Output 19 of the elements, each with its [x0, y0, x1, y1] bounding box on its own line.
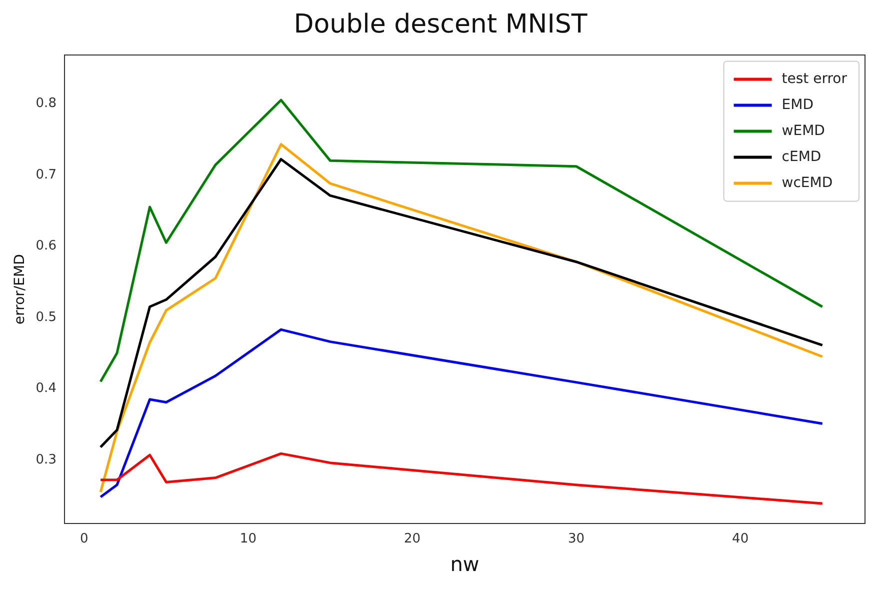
x-tick-label: 0: [80, 532, 88, 547]
y-tick-label: 0.7: [36, 167, 56, 182]
x-tick-label: 40: [732, 532, 749, 547]
y-tick-label: 0.8: [36, 96, 56, 112]
legend-label: wEMD: [782, 122, 825, 139]
legend-label: cEMD: [782, 148, 822, 165]
chart-title: Double descent MNIST: [294, 9, 588, 40]
x-tick-label: 20: [404, 532, 421, 547]
y-tick-label: 0.6: [36, 238, 56, 254]
y-tick-label: 0.4: [36, 381, 56, 396]
y-tick-label: 0.3: [36, 452, 56, 468]
y-axis-title: error/EMD: [12, 254, 28, 324]
legend-label: test error: [782, 70, 848, 87]
y-tick-label: 0.5: [36, 310, 56, 325]
legend-label: EMD: [782, 96, 814, 113]
x-axis-title: nw: [450, 552, 480, 576]
x-tick-label: 30: [568, 532, 585, 547]
legend-label: wcEMD: [782, 174, 833, 191]
x-tick-label: 10: [240, 532, 256, 547]
